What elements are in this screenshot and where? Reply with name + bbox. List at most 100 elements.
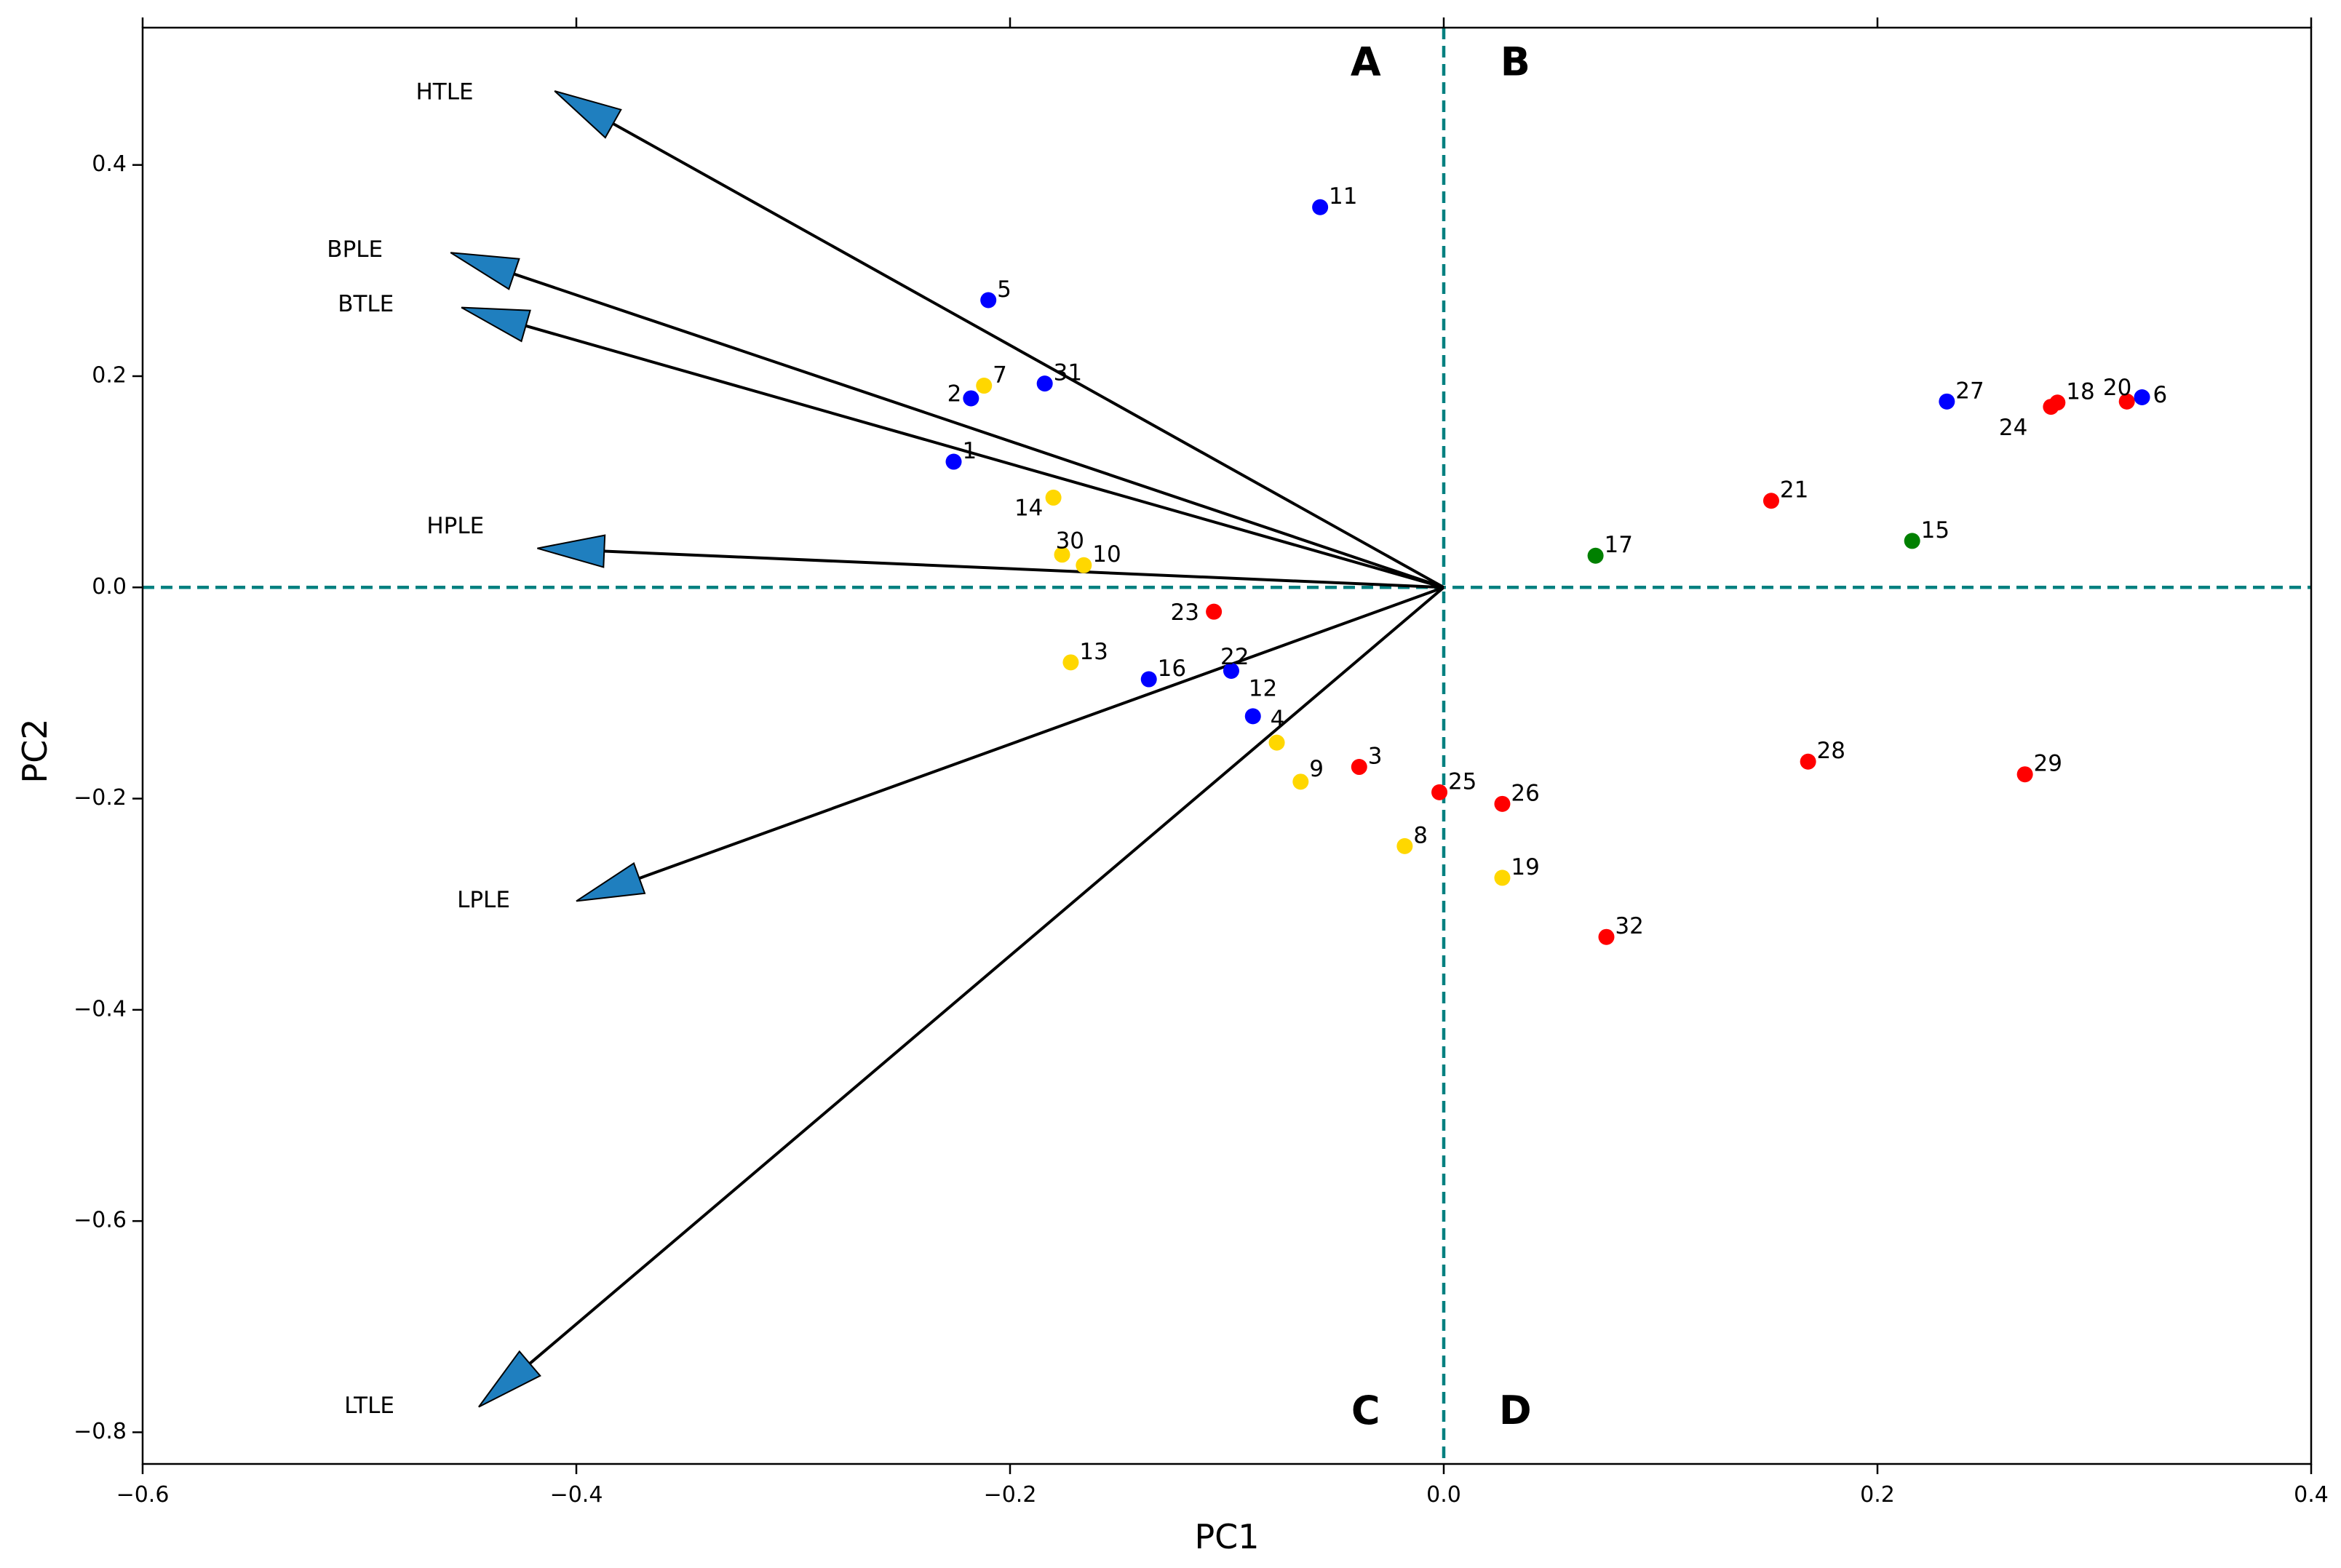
data-point-label-7: 7 — [993, 362, 1007, 388]
data-point-11 — [1312, 199, 1329, 215]
data-point-label-32: 32 — [1615, 913, 1643, 939]
data-point-3 — [1351, 759, 1367, 776]
x-tick-label: 0.2 — [1860, 1482, 1895, 1508]
data-point-16 — [1140, 671, 1157, 688]
x-axis-title: PC1 — [1194, 1517, 1259, 1556]
data-point-10 — [1076, 557, 1092, 573]
data-point-label-26: 26 — [1511, 780, 1539, 806]
data-point-label-6: 6 — [2153, 382, 2167, 408]
loading-vector-line-bple — [513, 272, 1444, 589]
vector-label-ltle: LTLE — [344, 1393, 394, 1419]
data-point-label-20: 20 — [2103, 375, 2131, 401]
y-tick-label: 0.2 — [92, 362, 127, 388]
quadrant-label-d: D — [1499, 1388, 1532, 1433]
y-tick-label: −0.4 — [73, 996, 127, 1022]
data-point-label-23: 23 — [1171, 600, 1199, 626]
data-point-2 — [963, 390, 979, 407]
x-tick-label: 0.4 — [2294, 1482, 2329, 1508]
loading-vectors-layer — [450, 90, 1445, 1408]
data-point-7 — [976, 378, 993, 394]
data-point-label-3: 3 — [1368, 743, 1383, 769]
data-point-label-2: 2 — [947, 381, 962, 407]
x-tick-label: −0.4 — [550, 1482, 603, 1508]
y-axis-title: PC2 — [15, 718, 55, 783]
data-point-13 — [1062, 654, 1079, 671]
quadrant-label-a: A — [1351, 39, 1381, 84]
data-point-26 — [1494, 795, 1511, 812]
data-point-25 — [1431, 784, 1448, 800]
loading-vector-line-hple — [604, 549, 1444, 589]
data-point-label-4: 4 — [1271, 707, 1285, 733]
data-point-label-5: 5 — [997, 276, 1011, 303]
data-point-label-18: 18 — [2066, 379, 2094, 405]
data-point-29 — [2016, 766, 2033, 783]
data-point-6 — [2134, 389, 2150, 406]
data-point-19 — [1494, 869, 1511, 886]
plot-frame — [141, 26, 2313, 1465]
data-point-9 — [1292, 773, 1309, 790]
data-point-label-22: 22 — [1220, 644, 1249, 670]
data-point-label-10: 10 — [1092, 541, 1121, 568]
data-point-21 — [1762, 493, 1779, 509]
score-points-layer — [945, 199, 2150, 945]
y-tick-label: −0.2 — [73, 785, 127, 811]
vector-label-lple: LPLE — [457, 887, 510, 913]
data-point-17 — [1587, 547, 1604, 564]
data-point-20 — [2118, 393, 2135, 410]
vector-label-hple: HPLE — [426, 513, 484, 539]
data-point-8 — [1396, 837, 1413, 854]
data-point-label-15: 15 — [1921, 517, 1949, 544]
vector-label-htle: HTLE — [416, 79, 473, 105]
data-point-label-12: 12 — [1249, 676, 1277, 702]
data-point-label-25: 25 — [1448, 768, 1476, 795]
data-point-label-19: 19 — [1511, 854, 1539, 880]
data-point-23 — [1206, 603, 1223, 620]
axes-layer: −0.6 −0.4 −0.2 0.0 0.2 0.4 0.4 0.2 0.0 −0.2 −0.4 −0… — [73, 17, 2329, 1508]
data-point-32 — [1598, 928, 1615, 945]
y-tick-label: 0.0 — [92, 574, 127, 600]
data-point-label-11: 11 — [1329, 183, 1357, 210]
loading-vector-line-ltle — [528, 586, 1445, 1365]
data-point-label-14: 14 — [1014, 495, 1043, 521]
reference-lines-layer — [143, 28, 2311, 1464]
loading-vector-arrowhead-btle — [461, 306, 531, 343]
data-point-label-27: 27 — [1955, 378, 1984, 404]
y-tick-label: 0.4 — [92, 151, 127, 177]
data-point-4 — [1268, 734, 1285, 751]
x-tick-label: −0.2 — [984, 1482, 1037, 1508]
loading-vector-arrowhead-hple — [537, 534, 606, 568]
data-point-12 — [1244, 708, 1261, 725]
loading-vector-arrowhead-htle — [554, 90, 622, 139]
quadrant-label-c: C — [1351, 1388, 1380, 1433]
data-point-15 — [1904, 533, 1920, 549]
quadrant-label-b: B — [1501, 39, 1530, 84]
data-point-1 — [945, 453, 962, 470]
loading-vector-arrowhead-lple — [576, 861, 646, 902]
x-tick-label: −0.6 — [116, 1482, 170, 1508]
data-point-label-21: 21 — [1780, 477, 1808, 504]
data-point-label-30: 30 — [1056, 528, 1084, 554]
loading-vector-arrowhead-ltle — [478, 1350, 541, 1408]
data-point-label-9: 9 — [1309, 756, 1324, 782]
y-tick-label: −0.8 — [73, 1419, 127, 1444]
loading-vector-arrowhead-bple — [450, 252, 520, 290]
vector-label-btle: BTLE — [338, 291, 394, 317]
y-tick-label: −0.6 — [73, 1208, 127, 1233]
data-point-14 — [1045, 489, 1062, 506]
data-point-label-8: 8 — [1413, 822, 1428, 848]
vector-label-bple: BPLE — [327, 236, 383, 263]
data-point-27 — [1939, 393, 1955, 410]
x-tick-label: 0.0 — [1426, 1482, 1461, 1508]
data-point-label-13: 13 — [1079, 639, 1108, 665]
data-point-28 — [1800, 753, 1816, 770]
data-point-30 — [1054, 546, 1070, 563]
data-point-31 — [1036, 375, 1053, 392]
data-point-22 — [1223, 662, 1239, 679]
data-point-label-29: 29 — [2034, 751, 2062, 777]
data-point-label-31: 31 — [1054, 360, 1082, 386]
loading-vector-line-htle — [612, 122, 1444, 589]
data-point-5 — [980, 292, 997, 309]
